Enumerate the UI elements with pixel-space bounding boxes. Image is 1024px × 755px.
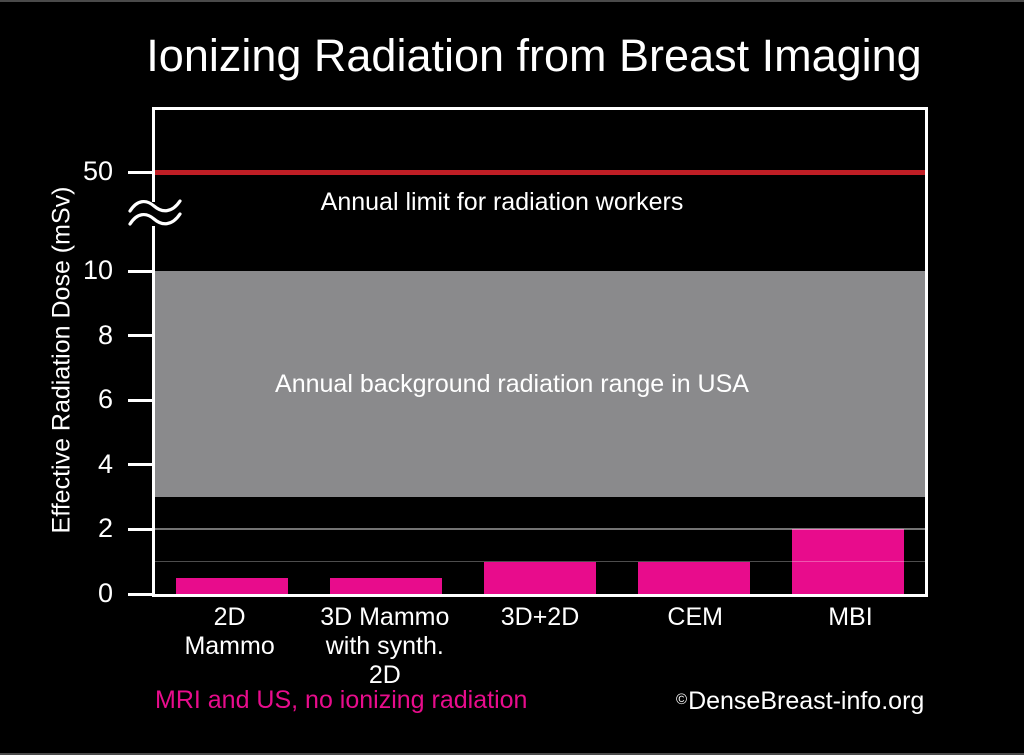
bar-3d-mammo-with-synth-2d [330,577,442,594]
credit: ©DenseBreast-info.org [676,687,924,716]
y-tick-2 [128,527,155,531]
y-tick-label-10: 10 [82,255,113,285]
y-tick-label-50: 50 [82,156,113,186]
y-tick-label-8: 8 [97,319,113,350]
gridline-1 [155,561,925,563]
top-edge-line [0,0,1024,2]
bar-slot [155,110,309,594]
bar-2d-mammo [176,577,288,594]
y-axis-title: Effective Radiation Dose (mSv) [47,186,76,534]
axis-break-gap [152,202,155,226]
x-category-label: 2D Mammo [184,603,275,660]
x-category-label: 3D Mammo with synth. 2D [320,603,450,689]
bar-slot [463,110,617,594]
y-tick-50 [128,170,155,174]
bar-slot [617,110,771,594]
bar-cem [638,561,750,594]
y-tick-label-4: 4 [97,448,113,479]
x-category-label: CEM [667,603,723,631]
y-tick-label-6: 6 [97,384,113,415]
bar-slot [771,110,925,594]
y-tick-0 [128,592,155,596]
footnote: MRI and US, no ionizing radiation [155,686,528,714]
copyright-icon: © [676,691,688,708]
bar-mbi [792,529,904,594]
x-axis-labels: 2D Mammo 3D Mammo with synth. 2D 3D+2D CEM MBI [152,603,928,690]
bottom-edge-line [0,753,1024,755]
background-radiation-band: Annual background radiation range in USA [155,271,925,498]
y-tick-6 [128,398,155,402]
x-category-label: 3D+2D [500,603,580,631]
chart-title: Ionizing Radiation from Breast Imaging [146,30,922,81]
band-label: Annual background radiation range in USA [275,369,749,398]
x-category-label: MBI [828,603,873,631]
y-tick-10 [128,269,155,273]
gridline-2 [155,528,925,531]
annual-limit-label: Annual limit for radiation workers [320,188,684,216]
axis-break-icon [128,199,182,226]
y-tick-label-2: 2 [97,513,113,544]
y-tick-label-0: 0 [97,578,113,608]
annual-limit-line [155,169,925,175]
bar-slot [309,110,463,594]
plot-area: Annual background radiation range in USA… [83,107,928,607]
y-tick-4 [128,463,155,467]
credit-text: DenseBreast-info.org [688,687,925,715]
bar-3d-2d [484,561,596,594]
y-tick-8 [128,334,155,338]
